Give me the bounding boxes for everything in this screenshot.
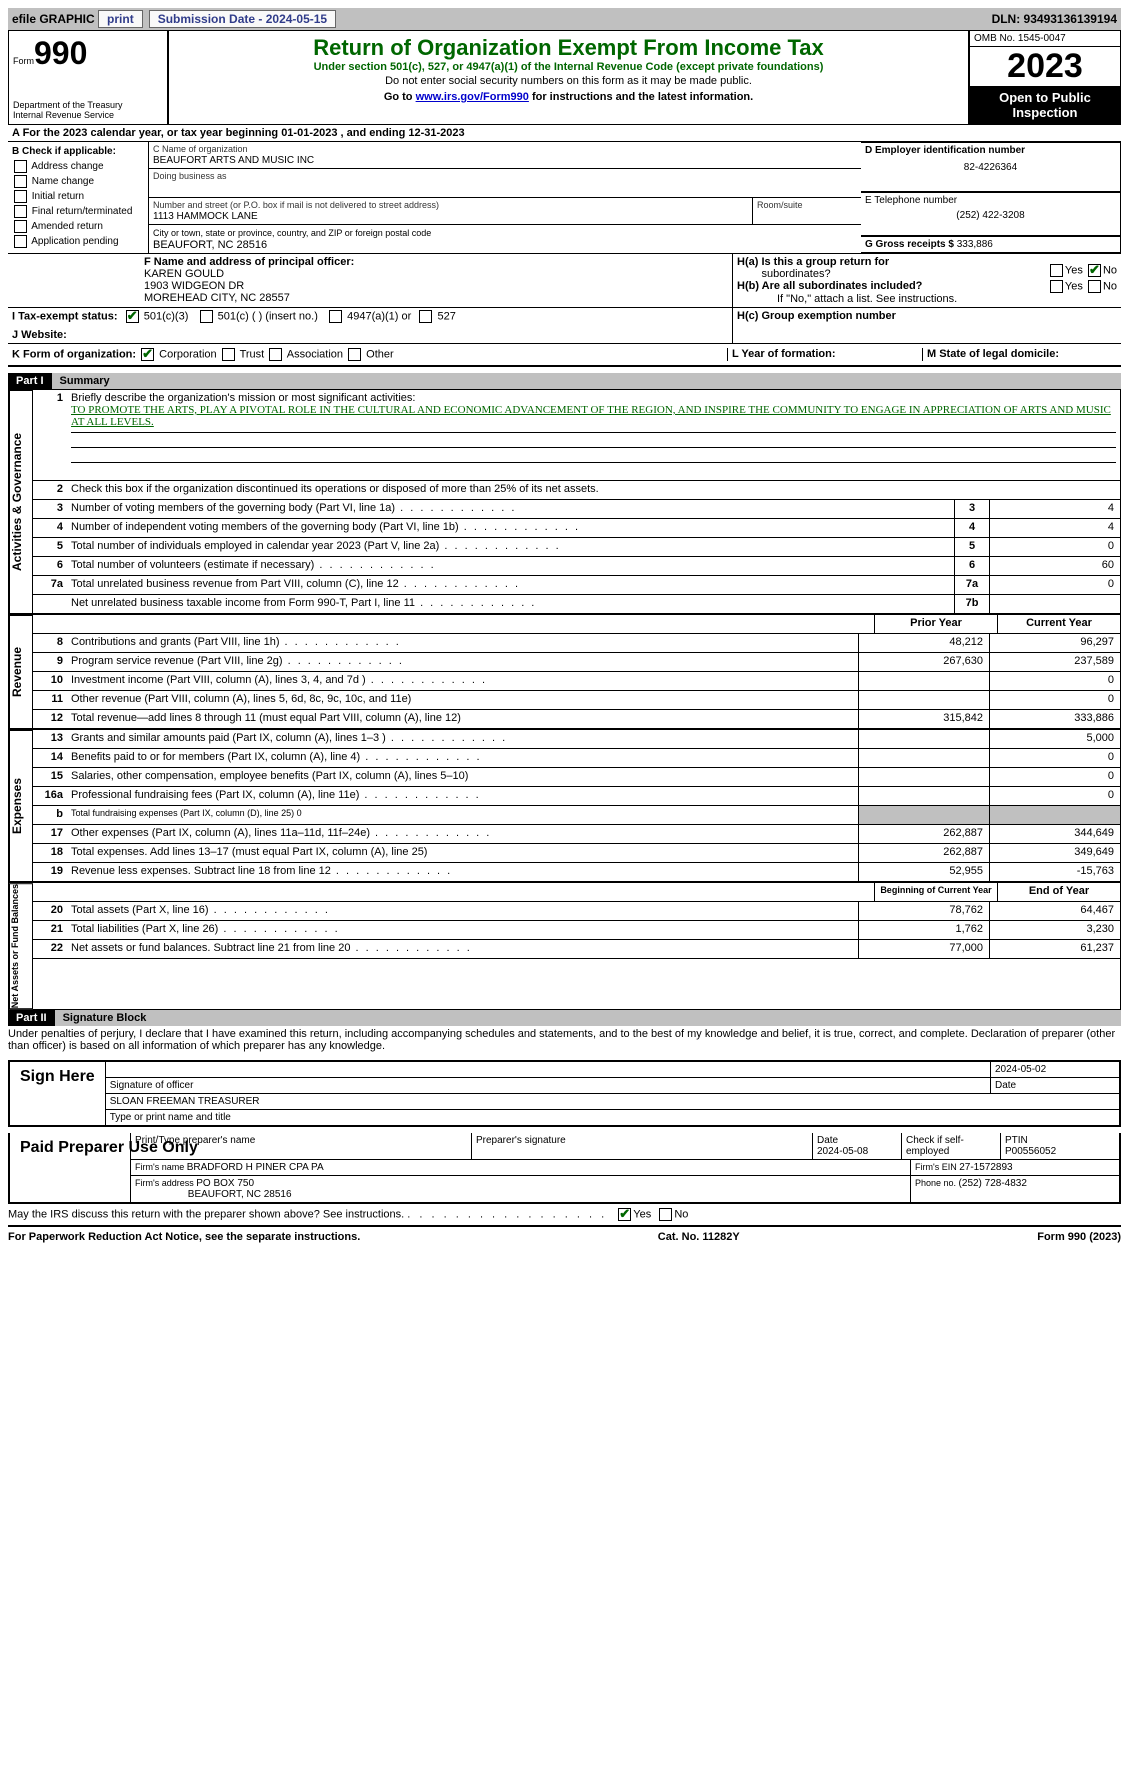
hb-lbl: H(b) Are all subordinates included?: [737, 280, 922, 292]
ptin: P00556052: [1005, 1146, 1056, 1157]
cb-527[interactable]: [419, 310, 432, 323]
cb-trust[interactable]: [222, 348, 235, 361]
g-lbl: G Gross receipts $: [865, 239, 954, 250]
print-button[interactable]: print: [98, 10, 143, 28]
l-lbl: L Year of formation:: [732, 348, 836, 360]
hdr-prior: Prior Year: [874, 615, 997, 633]
tab-revenue: Revenue: [9, 615, 33, 729]
form-subtitle-2: Do not enter social security numbers on …: [173, 75, 964, 87]
tax-year: 2023: [970, 47, 1120, 86]
firm-name: BRADFORD H PINER CPA PA: [187, 1162, 324, 1173]
row-a: A For the 2023 calendar year, or tax yea…: [8, 125, 1121, 142]
org-name: BEAUFORT ARTS AND MUSIC INC: [153, 155, 314, 166]
goto-a: Go to: [384, 91, 416, 103]
ha-no[interactable]: [1088, 264, 1101, 277]
cb-501c[interactable]: [200, 310, 213, 323]
paid-preparer-lbl: Paid Preparer Use Only: [10, 1133, 130, 1202]
ha-lbl: H(a) Is this a group return for: [737, 256, 889, 268]
firm-phone: (252) 728-4832: [959, 1178, 1027, 1189]
city-lbl: City or town, state or province, country…: [153, 228, 431, 238]
form-subtitle-1: Under section 501(c), 527, or 4947(a)(1)…: [173, 61, 964, 73]
ha-yes[interactable]: [1050, 264, 1063, 277]
l3-val: 4: [989, 500, 1120, 518]
hb-no[interactable]: [1088, 280, 1101, 293]
dln: DLN: 93493136139194: [992, 12, 1117, 26]
sig-lbl: Signature of officer: [105, 1078, 990, 1093]
room-lbl: Room/suite: [757, 200, 803, 210]
ein: 82-4226364: [865, 162, 1116, 173]
footer-left: For Paperwork Reduction Act Notice, see …: [8, 1231, 360, 1243]
box-b-label: B Check if applicable:: [12, 144, 144, 159]
form-label: Form: [13, 56, 34, 66]
gross-receipts: 333,886: [957, 239, 993, 250]
l2: Check this box if the organization disco…: [67, 481, 1120, 499]
d-lbl: D Employer identification number: [865, 145, 1025, 156]
mission-text: TO PROMOTE THE ARTS, PLAY A PIVOTAL ROLE…: [71, 404, 1111, 428]
part1-num: Part I: [8, 373, 52, 389]
cb-4947[interactable]: [329, 310, 342, 323]
part1-title: Summary: [52, 373, 1121, 389]
declaration: Under penalties of perjury, I declare th…: [8, 1026, 1121, 1054]
phone: (252) 422-3208: [865, 210, 1116, 221]
discuss-text: May the IRS discuss this return with the…: [8, 1209, 404, 1221]
e-lbl: E Telephone number: [865, 195, 957, 206]
city: BEAUFORT, NC 28516: [153, 239, 267, 251]
cb-final[interactable]: [14, 205, 27, 218]
top-bar: efile GRAPHIC print Submission Date - 20…: [8, 8, 1121, 30]
officer-addr1: 1903 WIDGEON DR: [144, 280, 244, 292]
submission-button[interactable]: Submission Date - 2024-05-15: [149, 10, 336, 28]
cb-pending[interactable]: [14, 235, 27, 248]
open-inspection: Open to Public Inspection: [970, 86, 1120, 124]
cb-amended[interactable]: [14, 220, 27, 233]
irs: Internal Revenue Service: [13, 110, 163, 120]
hdr-end: End of Year: [997, 883, 1120, 901]
hdr-beginning: Beginning of Current Year: [874, 883, 997, 901]
discuss-yes[interactable]: [618, 1208, 631, 1221]
sign-date: 2024-05-02: [990, 1062, 1119, 1077]
dept-treasury: Department of the Treasury: [13, 100, 163, 110]
cb-initial[interactable]: [14, 190, 27, 203]
cb-assoc[interactable]: [269, 348, 282, 361]
mission-lbl: Briefly describe the organization's miss…: [71, 392, 415, 404]
footer-mid: Cat. No. 11282Y: [360, 1231, 1037, 1243]
officer-addr2: MOREHEAD CITY, NC 28557: [144, 292, 290, 304]
goto-b: for instructions and the latest informat…: [529, 91, 753, 103]
c-name-lbl: C Name of organization: [153, 144, 248, 154]
officer-sig-name: SLOAN FREEMAN TREASURER: [105, 1094, 1119, 1109]
form-number: 990: [34, 35, 87, 71]
hc-lbl: H(c) Group exemption number: [737, 310, 896, 322]
tab-expenses: Expenses: [9, 730, 33, 882]
tab-net-assets: Net Assets or Fund Balances: [9, 883, 33, 1009]
i-lbl: I Tax-exempt status:: [12, 310, 118, 322]
irs-link[interactable]: www.irs.gov/Form990: [416, 91, 529, 103]
hb-yes[interactable]: [1050, 280, 1063, 293]
cb-other[interactable]: [348, 348, 361, 361]
firm-ein: 27-1572893: [959, 1162, 1012, 1173]
cb-corp[interactable]: [141, 348, 154, 361]
hdr-current: Current Year: [997, 615, 1120, 633]
footer-right: Form 990 (2023): [1037, 1231, 1121, 1243]
k-lbl: K Form of organization:: [12, 348, 136, 360]
form-title: Return of Organization Exempt From Incom…: [173, 35, 964, 61]
cb-name[interactable]: [14, 175, 27, 188]
dba-lbl: Doing business as: [153, 171, 227, 181]
discuss-no[interactable]: [659, 1208, 672, 1221]
m-lbl: M State of legal domicile:: [927, 348, 1059, 360]
part2-title: Signature Block: [55, 1010, 1121, 1026]
efile-label: efile GRAPHIC: [12, 12, 95, 26]
street: 1113 HAMMOCK LANE: [153, 211, 258, 222]
part2-num: Part II: [8, 1010, 55, 1026]
officer-name: KAREN GOULD: [144, 268, 224, 280]
cb-501c3[interactable]: [126, 310, 139, 323]
street-lbl: Number and street (or P.O. box if mail i…: [153, 200, 439, 210]
f-lbl: F Name and address of principal officer:: [144, 256, 354, 268]
hb-note: If "No," attach a list. See instructions…: [737, 293, 1117, 305]
form-header: Form990 Department of the Treasury Inter…: [8, 30, 1121, 125]
omb: OMB No. 1545-0047: [970, 31, 1120, 47]
j-lbl: J Website:: [12, 329, 67, 341]
cb-address[interactable]: [14, 160, 27, 173]
tab-governance: Activities & Governance: [9, 390, 33, 614]
sign-here: Sign Here: [10, 1062, 105, 1125]
